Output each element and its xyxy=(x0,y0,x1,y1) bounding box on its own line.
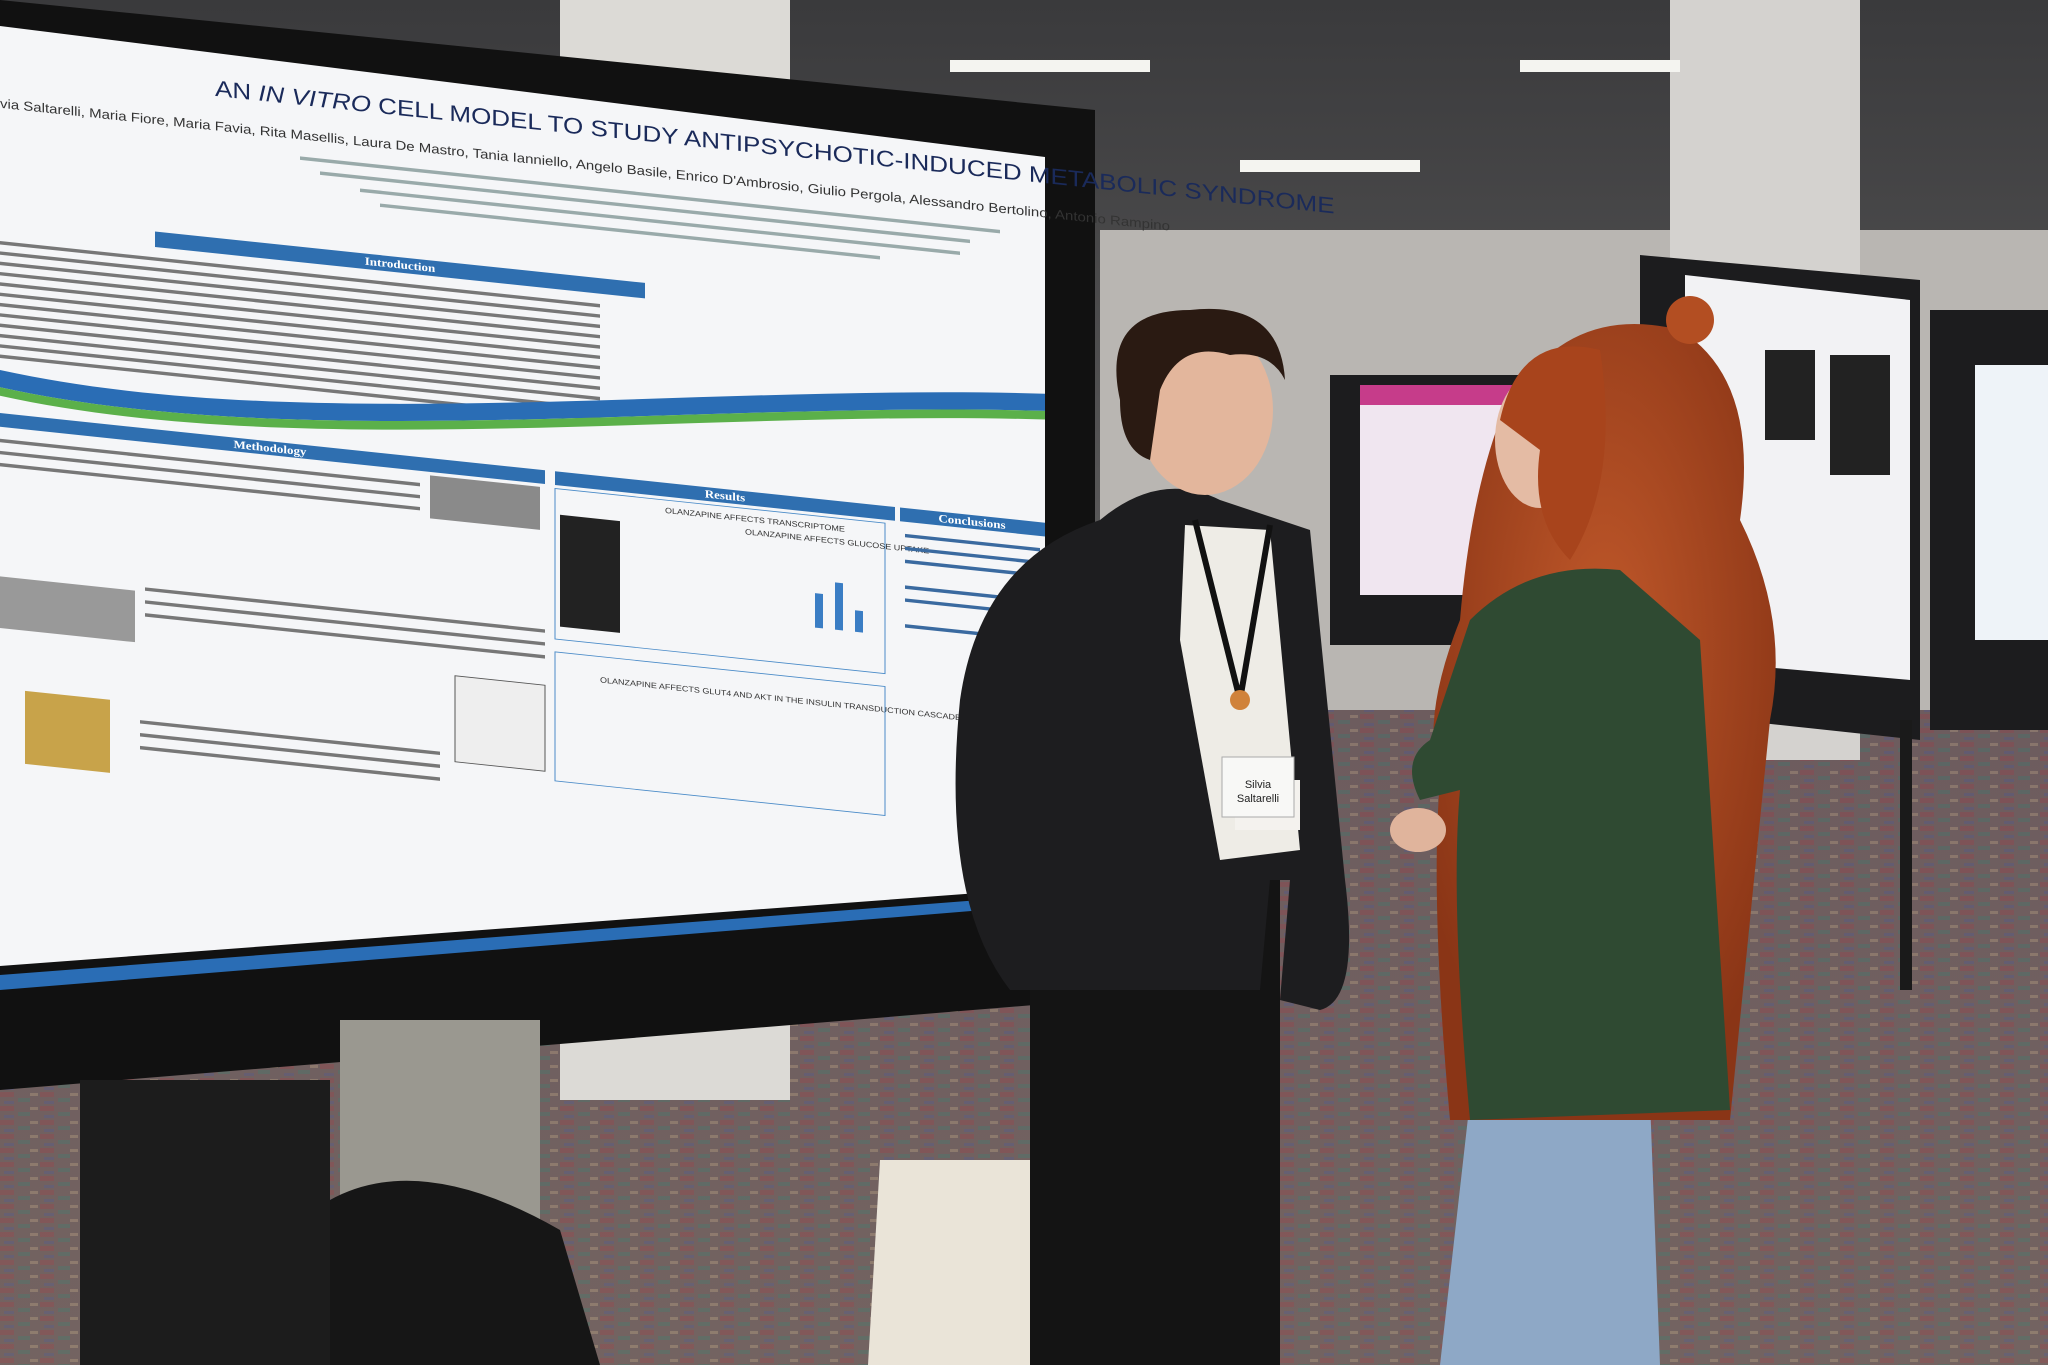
title-part: AN xyxy=(215,77,251,106)
board-leg xyxy=(1900,720,1912,990)
affiliation-lines xyxy=(300,156,1000,260)
poster-figures xyxy=(1765,350,1890,475)
result-panel xyxy=(554,651,886,817)
bar-figure xyxy=(815,582,863,633)
micrograph xyxy=(0,576,135,643)
person-right xyxy=(1390,296,1776,1365)
section-title: Results xyxy=(705,487,746,504)
coat xyxy=(330,1180,600,1365)
badge-name: Silvia xyxy=(1245,779,1272,791)
wave-band xyxy=(0,370,1045,422)
ceiling-light xyxy=(1520,60,1680,72)
section-header xyxy=(555,471,895,521)
intro-text xyxy=(0,241,600,421)
person-background xyxy=(80,1080,330,1365)
background-poster-header xyxy=(1360,385,1530,405)
method-text xyxy=(0,438,545,781)
wave-band xyxy=(0,387,1045,430)
heatmap xyxy=(560,514,620,633)
micrograph xyxy=(25,690,110,773)
tote-bag xyxy=(868,1160,1065,1365)
name-badge xyxy=(1221,756,1295,818)
result-panel xyxy=(554,487,886,675)
background-poster xyxy=(1975,365,2048,640)
badge-name: Saltarelli xyxy=(1237,793,1279,805)
ceiling-light xyxy=(1240,160,1420,172)
micrograph xyxy=(430,475,540,530)
section-header xyxy=(155,231,645,299)
section-header xyxy=(900,507,1045,537)
section-header xyxy=(0,413,545,484)
poster-stripe xyxy=(0,895,1045,990)
western-blot xyxy=(454,675,546,772)
ceiling-light xyxy=(950,60,1150,72)
